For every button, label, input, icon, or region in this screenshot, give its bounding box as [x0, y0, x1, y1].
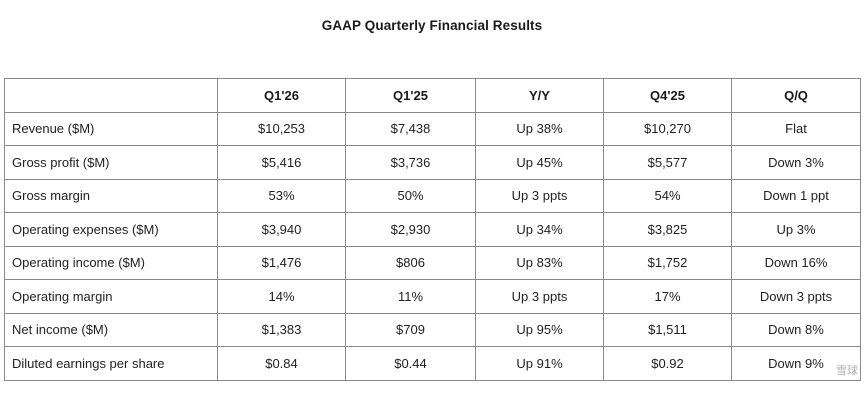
- header-cell-q1-26: Q1'26: [217, 78, 346, 113]
- table-cell: Up 95%: [475, 312, 604, 347]
- financial-results-table: Q1'26 Q1'25 Y/Y Q4'25 Q/Q Revenue ($M) $…: [4, 78, 861, 381]
- table-cell: Up 38%: [475, 111, 604, 146]
- table-cell: 54%: [603, 178, 732, 213]
- row-label: Gross margin: [4, 178, 218, 213]
- table-cell: Up 45%: [475, 145, 604, 180]
- table-cell: $10,270: [603, 111, 732, 146]
- table-cell: $0.92: [603, 346, 732, 381]
- table-cell: Up 91%: [475, 346, 604, 381]
- table-cell: $2,930: [345, 212, 476, 247]
- page-title: GAAP Quarterly Financial Results: [321, 18, 543, 33]
- row-label: Operating margin: [4, 279, 218, 314]
- table-cell: $709: [345, 312, 476, 347]
- header-cell-qq: Q/Q: [731, 78, 861, 113]
- table-cell: $0.84: [217, 346, 346, 381]
- header-cell-yy: Y/Y: [475, 78, 604, 113]
- table-header-row: Q1'26 Q1'25 Y/Y Q4'25 Q/Q: [4, 78, 861, 113]
- table-cell: 50%: [345, 178, 476, 213]
- row-label: Diluted earnings per share: [4, 346, 218, 381]
- table-row: Operating expenses ($M) $3,940 $2,930 Up…: [4, 212, 861, 247]
- row-label: Operating expenses ($M): [4, 212, 218, 247]
- table-cell: Down 3%: [731, 145, 861, 180]
- table-cell: $5,416: [217, 145, 346, 180]
- table-cell: 53%: [217, 178, 346, 213]
- table-cell: $1,383: [217, 312, 346, 347]
- table-cell: Up 34%: [475, 212, 604, 247]
- header-cell-metric: [4, 78, 218, 113]
- table-cell: 14%: [217, 279, 346, 314]
- table-cell: $0.44: [345, 346, 476, 381]
- table-cell: $1,752: [603, 245, 732, 280]
- table-cell: $3,940: [217, 212, 346, 247]
- row-label: Gross profit ($M): [4, 145, 218, 180]
- table-cell: Down 9%: [731, 346, 861, 381]
- table-cell: 17%: [603, 279, 732, 314]
- table-row: Operating income ($M) $1,476 $806 Up 83%…: [4, 245, 861, 280]
- table-cell: Flat: [731, 111, 861, 146]
- table-row: Gross margin 53% 50% Up 3 ppts 54% Down …: [4, 178, 861, 213]
- row-label: Operating income ($M): [4, 245, 218, 280]
- table-row: Gross profit ($M) $5,416 $3,736 Up 45% $…: [4, 145, 861, 180]
- table-cell: Down 16%: [731, 245, 861, 280]
- table-cell: Up 3%: [731, 212, 861, 247]
- table-row: Revenue ($M) $10,253 $7,438 Up 38% $10,2…: [4, 111, 861, 146]
- table-cell: $3,736: [345, 145, 476, 180]
- table-cell: $7,438: [345, 111, 476, 146]
- table-row: Operating margin 14% 11% Up 3 ppts 17% D…: [4, 279, 861, 314]
- table-cell: 11%: [345, 279, 476, 314]
- table-cell: $3,825: [603, 212, 732, 247]
- header-cell-q4-25: Q4'25: [603, 78, 732, 113]
- table-cell: Down 1 ppt: [731, 178, 861, 213]
- table-cell: Up 83%: [475, 245, 604, 280]
- table-cell: $1,476: [217, 245, 346, 280]
- table-cell: Down 3 ppts: [731, 279, 861, 314]
- table-row: Net income ($M) $1,383 $709 Up 95% $1,51…: [4, 312, 861, 347]
- table-cell: $1,511: [603, 312, 732, 347]
- table-row: Diluted earnings per share $0.84 $0.44 U…: [4, 346, 861, 381]
- table-cell: Up 3 ppts: [475, 279, 604, 314]
- row-label: Revenue ($M): [4, 111, 218, 146]
- table-cell: $5,577: [603, 145, 732, 180]
- header-cell-q1-25: Q1'25: [345, 78, 476, 113]
- table-cell: $806: [345, 245, 476, 280]
- table-cell: Down 8%: [731, 312, 861, 347]
- table-cell: $10,253: [217, 111, 346, 146]
- table-cell: Up 3 ppts: [475, 178, 604, 213]
- row-label: Net income ($M): [4, 312, 218, 347]
